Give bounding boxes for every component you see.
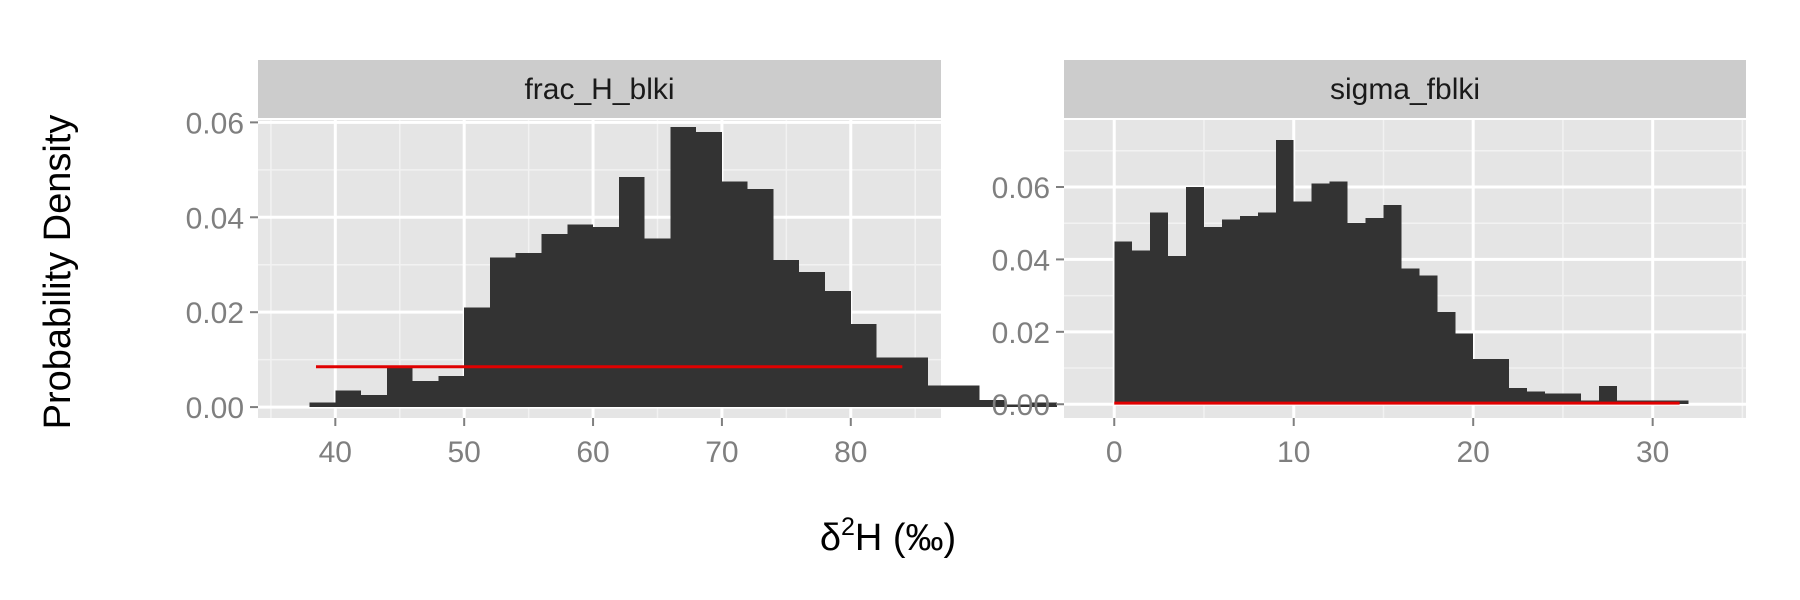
facets: frac_H_blki 0.00 0.02 0.04 0.06 40 50 60 70 80 sig…: [186, 60, 1746, 469]
histogram-bar: [1132, 250, 1151, 405]
histogram-bar: [1203, 226, 1222, 405]
histogram-bar: [1005, 404, 1032, 408]
histogram-bar: [979, 399, 1006, 408]
facet-strip: [258, 60, 941, 118]
histogram-bar: [464, 307, 490, 408]
histogram-bar: [1150, 212, 1169, 405]
histogram-bar: [1437, 311, 1456, 405]
histogram-bar: [1186, 186, 1204, 405]
histogram-bar: [1455, 333, 1474, 405]
histogram-bar: [1293, 201, 1312, 405]
histogram-bar: [1031, 402, 1057, 408]
histogram-bar: [1329, 181, 1348, 405]
x-tick-label: 0: [1106, 436, 1123, 469]
x-tick-label: 20: [1457, 436, 1490, 469]
y-tick-label: 0.00: [186, 392, 244, 425]
histogram-bar: [721, 181, 748, 408]
histogram-bar: [1365, 217, 1384, 405]
x-tick-label: 10: [1277, 436, 1310, 469]
histogram-bar: [1311, 183, 1330, 405]
histogram-bar: [747, 188, 774, 408]
histogram-bar: [876, 357, 903, 408]
y-tick-label: 0.06: [186, 107, 244, 140]
histogram-bar: [1275, 139, 1294, 405]
x-axis-title: δ2H (‰): [820, 513, 956, 559]
histogram-bar: [489, 257, 516, 408]
histogram-bar: [1491, 358, 1510, 405]
histogram-bar: [335, 390, 362, 408]
histogram-bar: [1114, 241, 1133, 405]
y-tick-label: 0.02: [992, 317, 1050, 350]
histogram-bar: [902, 357, 929, 408]
histogram-bar: [1383, 205, 1402, 405]
x-axis-title-symbol: δ: [820, 517, 841, 559]
histogram-bar: [386, 366, 413, 408]
histogram-bar: [618, 176, 645, 408]
histogram-bar: [309, 402, 336, 408]
histogram-bar: [1473, 358, 1492, 405]
histogram-bar: [1598, 386, 1617, 405]
facet-panel-1: frac_H_blki 0.00 0.02 0.04 0.06 40 50 60 70 80: [186, 60, 1057, 469]
x-tick-label: 50: [448, 436, 481, 469]
y-axis-title: Probability Density: [37, 115, 79, 430]
facet-strip: [1064, 60, 1746, 118]
histogram-bar: [1257, 212, 1276, 405]
x-tick-label: 60: [576, 436, 609, 469]
histogram-bar: [593, 226, 619, 408]
y-tick-label: 0.02: [186, 297, 244, 330]
histogram-bar: [438, 376, 465, 408]
histogram-bar: [825, 290, 851, 408]
x-tick-label: 80: [834, 436, 867, 469]
facet-panel-2: sigma_fblki 0.00 0.02 0.04 0.06 0 10 20 30: [992, 60, 1746, 469]
histogram-bar: [541, 233, 568, 408]
histogram-bar: [1221, 219, 1240, 405]
histogram-bar: [1347, 223, 1366, 405]
x-tick-label: 40: [319, 436, 352, 469]
histogram-bar: [1544, 393, 1563, 405]
histogram-bar: [799, 271, 826, 408]
histogram-bar: [361, 395, 387, 408]
x-axis-title-superscript: 2: [841, 513, 855, 541]
histogram-bar: [412, 380, 439, 408]
histogram-bar: [567, 224, 594, 408]
x-tick-label: 70: [705, 436, 738, 469]
facet-strip-label: frac_H_blki: [524, 73, 674, 106]
histogram-bar: [644, 238, 671, 408]
histogram-bar: [1401, 268, 1420, 405]
x-axis-title-rest: H (‰): [855, 517, 956, 559]
histogram-bar: [773, 259, 800, 408]
y-tick-label: 0.04: [992, 244, 1050, 277]
histogram-bar: [1509, 387, 1528, 405]
histogram-bar: [1419, 275, 1438, 405]
histogram-bar: [1168, 255, 1187, 405]
histogram-bar: [670, 127, 697, 408]
histogram-bar: [1239, 215, 1258, 405]
histogram-bar: [1562, 393, 1581, 405]
histogram-bar: [928, 385, 954, 408]
histogram-bar: [1527, 391, 1545, 405]
histogram-bar: [953, 385, 980, 408]
histogram-bar: [696, 131, 722, 408]
x-tick-label: 30: [1636, 436, 1669, 469]
histogram-bar: [515, 252, 542, 408]
y-tick-label: 0.04: [186, 202, 244, 235]
y-tick-label: 0.06: [992, 172, 1050, 205]
y-tick-label: 0.00: [992, 389, 1050, 422]
facet-strip-label: sigma_fblki: [1330, 73, 1480, 106]
